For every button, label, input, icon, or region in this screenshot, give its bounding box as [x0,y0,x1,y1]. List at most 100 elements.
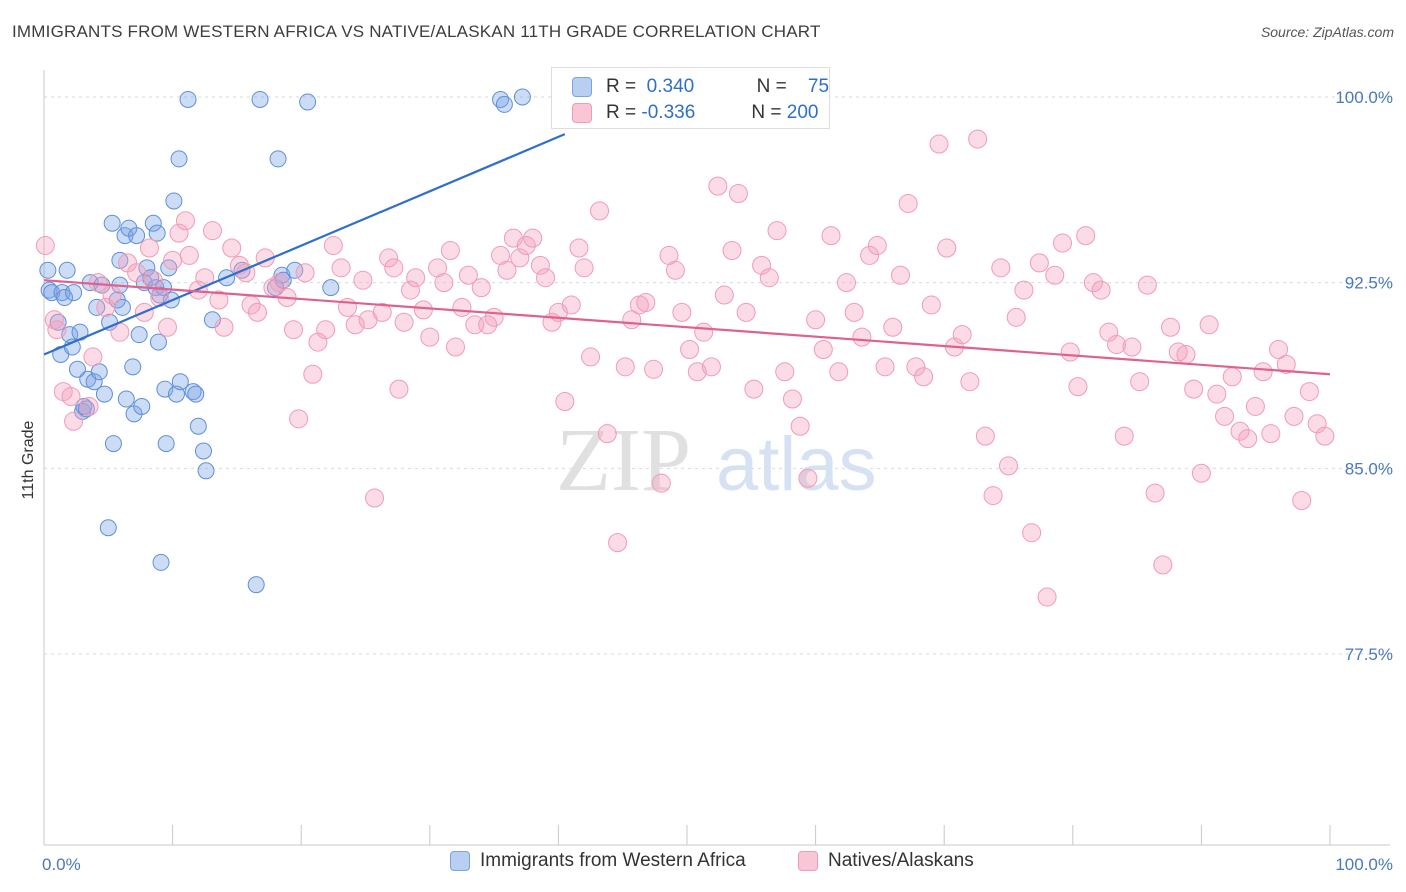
stats-n-label: N = [751,102,782,123]
natives-point [365,488,385,508]
immigrants-point [513,88,531,106]
immigrants-point [58,261,76,279]
natives-point [1145,483,1165,503]
natives-point [497,260,517,280]
y-tick-label: 85.0% [1345,459,1393,478]
natives-point [1315,426,1335,446]
natives-point [728,184,748,204]
natives-point [1292,491,1312,511]
natives-point [83,347,103,367]
natives-point [914,367,934,387]
immigrants-point [103,214,121,232]
natives-point [767,221,787,241]
natives-point [1060,342,1080,362]
natives-point [759,268,779,288]
natives-point [202,221,222,241]
tick-labels: 100.0% 92.5% 85.0% 77.5% 0.0% 100.0% [42,88,1393,874]
x-tick-label-min: 0.0% [42,855,81,874]
y-tick-label: 92.5% [1345,274,1393,293]
natives-point [458,265,478,285]
immigrants-point [299,93,317,111]
natives-point [1029,253,1049,273]
natives-point [384,258,404,278]
x-tick-label-max: 100.0% [1335,855,1393,874]
natives-point [452,297,472,317]
trend-lines [43,133,1331,376]
natives-point [1099,322,1119,342]
natives-point [983,486,1003,506]
immigrants-point [130,326,148,344]
natives-point [555,391,575,411]
natives-point [516,236,536,256]
legend-item-immigrants[interactable]: Immigrants from Western Africa [450,850,746,872]
stats-row-immigrants: R = 0.340 N = 75 [572,74,829,100]
natives-point [530,255,550,275]
natives-point [782,389,802,409]
natives-point [821,226,841,246]
natives-point [608,533,628,553]
immigrants-point [40,281,58,299]
series-immigrants-points [39,88,531,594]
natives-point [1284,406,1304,426]
natives-point [179,245,199,265]
stats-n-value-immigrants: 75 [807,76,830,97]
natives-point [1184,379,1204,399]
natives-point [708,176,728,196]
y-tick-label: 100.0% [1335,88,1393,107]
natives-point [394,312,414,332]
natives-point [420,327,440,347]
natives-point [813,340,833,360]
watermark-zip: ZIP [556,411,691,510]
natives-point [752,255,772,275]
natives-point [323,236,343,256]
natives-point [644,359,664,379]
natives-point [937,238,957,258]
natives-point [694,322,714,342]
natives-point [875,357,895,377]
stats-r-label: R = [606,102,637,123]
immigrants-point [133,397,151,415]
natives-point [471,278,491,298]
immigrants-point [149,333,167,351]
stats-row-natives: R = -0.336 N = 200 [572,100,818,126]
legend-swatch-immigrants [450,851,470,871]
stats-r-value-natives: -0.336 [641,102,696,123]
immigrants-point [179,90,197,108]
natives-point [1253,362,1273,382]
immigrants-point [495,95,513,113]
immigrants-point [68,360,86,378]
stats-box: R = 0.340 N = 75 R = -0.336 N = 200 [551,67,830,129]
natives-point [295,263,315,283]
axes [43,70,1390,846]
legend-label-immigrants: Immigrants from Western Africa [480,850,746,871]
natives-point [968,129,988,149]
natives-point [890,265,910,285]
natives-point [1130,372,1150,392]
natives-point [852,327,872,347]
natives-point [615,357,635,377]
chart-title: IMMIGRANTS FROM WESTERN AFRICA VS NATIVE… [12,22,821,41]
natives-point [47,320,67,340]
immigrants-point [251,90,269,108]
natives-point [844,302,864,322]
immigrants-point [144,214,162,232]
natives-point [836,273,856,293]
immigrants-point [322,279,340,297]
natives-point [434,273,454,293]
natives-point [446,337,466,357]
natives-point [1137,275,1157,295]
source-credit: Source: ZipAtlas.com [1260,24,1394,40]
natives-point [975,426,995,446]
natives-point [353,270,373,290]
natives-point [806,310,826,330]
legend-item-natives[interactable]: Natives/Alaskans [798,850,974,872]
natives-point [484,307,504,327]
natives-point [921,295,941,315]
natives-point [440,240,460,260]
immigrants-point [43,284,61,302]
natives-point [898,193,918,213]
immigrants-point [39,261,57,279]
natives-point [860,245,880,265]
natives-point [991,258,1011,278]
natives-point [316,320,336,340]
